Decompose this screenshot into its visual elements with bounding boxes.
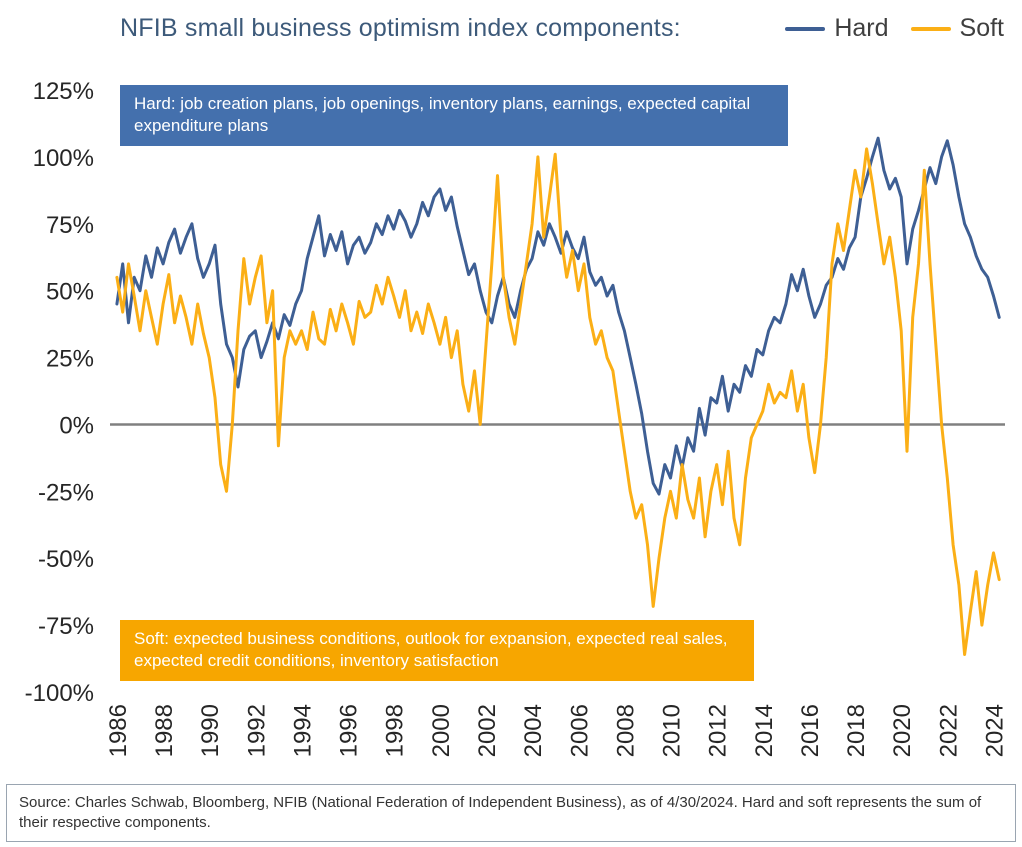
page-title: NFIB small business optimism index compo… [120,14,681,42]
soft-annotation-box: Soft: expected business conditions, outl… [120,620,754,681]
chart-header: NFIB small business optimism index compo… [120,14,1004,43]
x-tick-label: 2006 [566,704,593,757]
x-tick-label: 2016 [797,704,824,757]
x-tick-label: 2018 [843,704,870,757]
x-tick-label: 2022 [935,704,962,757]
line-chart: 125% 100% 75% 50% 25% 0% -25% -50% -75% -100% 1986… [25,78,1009,757]
x-tick-label: 2000 [428,704,455,757]
y-tick-label: -100% [25,680,94,707]
legend-item-hard: Hard [785,14,889,43]
y-tick-label: -75% [38,613,94,640]
x-tick-label: 1996 [336,704,363,757]
x-tick-label: 2012 [705,704,732,757]
x-tick-label: 2002 [474,704,501,757]
legend-label-soft: Soft [959,14,1004,42]
x-tick-label: 2004 [520,704,547,757]
x-tick-label: 1998 [382,704,409,757]
legend-item-soft: Soft [910,14,1004,43]
y-tick-label: 25% [46,346,94,373]
legend: Hard Soft [785,14,1004,43]
source-note: Source: Charles Schwab, Bloomberg, NFIB … [6,783,1016,842]
x-tick-label: 1990 [197,704,224,757]
x-tick-label: 2020 [889,704,916,757]
y-tick-label: 75% [46,212,94,239]
y-tick-label: 100% [33,145,94,172]
x-tick-label: 2024 [981,704,1008,757]
chart-area: 125% 100% 75% 50% 25% 0% -25% -50% -75% -100% 1986… [0,60,1022,775]
x-tick-label: 1992 [243,704,270,757]
y-tick-label: -50% [38,546,94,573]
soft-series-line [115,147,1001,656]
x-tick-label: 2010 [659,704,686,757]
hard-line-swatch [785,26,826,31]
y-tick-label: -25% [38,479,94,506]
hard-series-line [115,136,1001,496]
x-tick-label: 1986 [105,704,132,757]
y-tick-label: 125% [33,78,94,105]
y-tick-label: 50% [46,279,94,306]
x-tick-label: 1994 [289,704,316,757]
legend-label-hard: Hard [834,14,889,42]
soft-line-swatch [910,26,951,31]
x-tick-label: 2008 [612,704,639,757]
x-tick-label: 1988 [151,704,178,757]
hard-annotation-box: Hard: job creation plans, job openings, … [120,85,788,146]
x-tick-label: 2014 [751,704,778,757]
y-tick-label: 0% [59,412,94,439]
